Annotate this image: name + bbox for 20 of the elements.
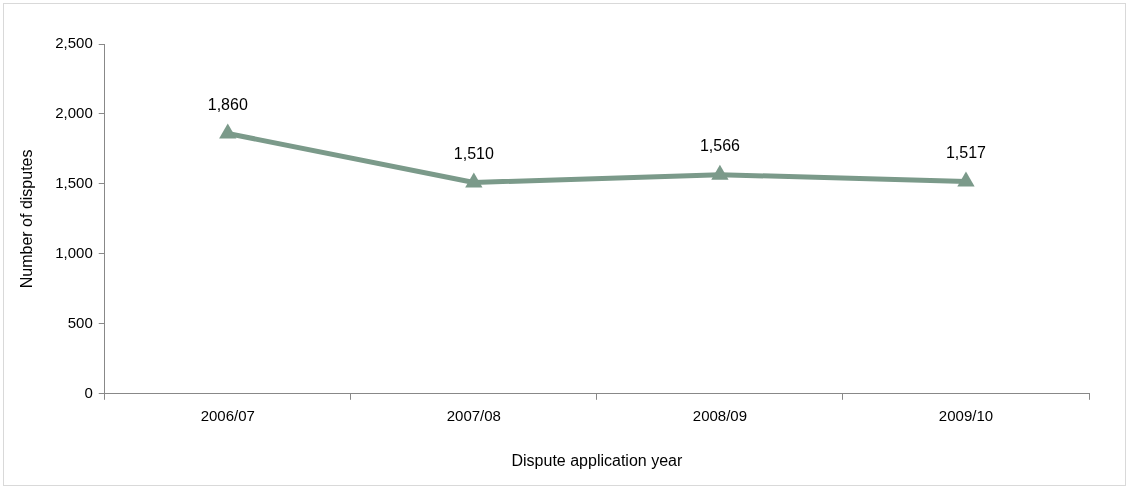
point: [957, 171, 975, 187]
x-tick-label: 2006/07: [200, 406, 255, 424]
point: [711, 164, 729, 180]
y-tick-label: 0: [84, 383, 93, 401]
data-label: 1,510: [453, 144, 494, 162]
y-tick-label: 1,500: [55, 174, 93, 192]
x-tick-label: 2009/10: [938, 406, 994, 424]
x-axis-title: Dispute application year: [511, 451, 683, 469]
x-tick-label: 2008/09: [692, 406, 748, 424]
y-tick-label: 2,500: [55, 34, 93, 52]
y-tick-label: 500: [67, 313, 93, 331]
data-label: 1,860: [207, 95, 248, 113]
data-label: 1,517: [945, 143, 987, 161]
point: [219, 123, 237, 139]
y-tick-label: 2,000: [55, 104, 93, 122]
y-tick-label: 1,000: [55, 244, 93, 262]
y-axis-title: Number of disputes: [18, 149, 36, 289]
data-label: 1,566: [699, 137, 741, 155]
x-tick-label: 2007/08: [446, 406, 501, 424]
point: [465, 172, 483, 188]
